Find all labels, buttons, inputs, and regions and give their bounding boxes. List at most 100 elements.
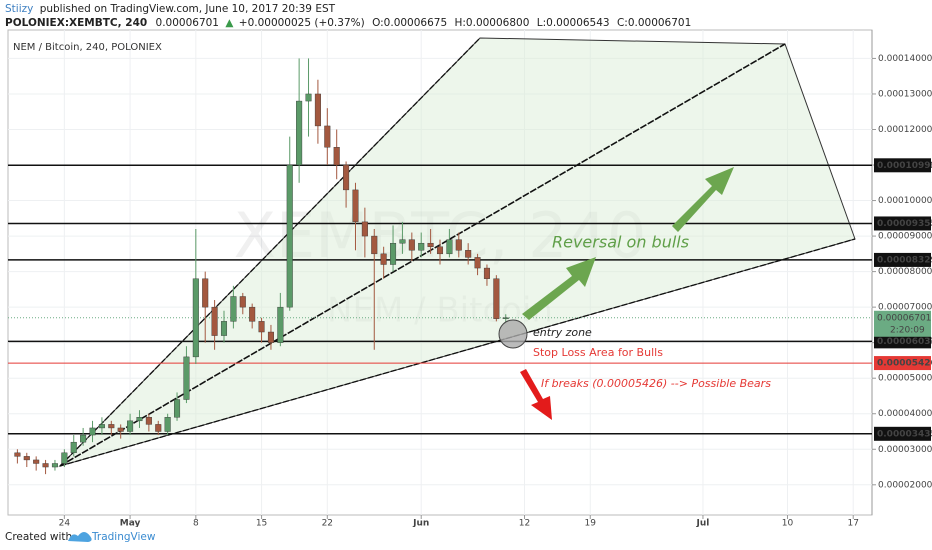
x-tick-label: Jun [412,519,429,529]
level-label-box [874,334,931,349]
candle-body [258,321,265,333]
candle-body [446,239,453,255]
candle-body [164,417,171,432]
candle-body [202,278,209,308]
candle-body [465,250,472,258]
y-tick-label: 0.00014000 [878,54,932,64]
fan-line [59,238,856,467]
open: O:0.00006675 [372,17,447,29]
x-tick-label: 17 [847,519,858,529]
candle-body [14,452,21,457]
y-tick-label: 0.00002000 [878,480,932,490]
symbol-line: POLONIEX:XEMBTC, 240 0.00006701 ▲ +0.000… [5,17,691,29]
level-label: 0.00006037 [877,337,932,347]
candle-body [267,331,274,343]
level-label-box [874,426,931,441]
x-tick-label: Jul [696,519,710,529]
candle-body [98,424,105,429]
candle-body [324,125,331,148]
candle-body [305,93,312,102]
candle-body [136,417,143,422]
symbol: POLONIEX:XEMBTC, 240 [5,17,147,29]
level-label-box [874,216,931,231]
candle-body [61,452,68,464]
level-label: 0.00003435 [877,429,932,439]
price: 0.00006701 [156,17,219,29]
entry-circle [498,319,528,349]
candle-body [220,321,228,336]
annotation: If breaks (0.00005426) --> Possible Bear… [541,377,771,390]
candle-body [211,306,218,336]
change: +0.00000025 (+0.37%) [239,17,365,29]
y-tick-label: 0.00012000 [878,125,932,135]
y-tick-label: 0.00013000 [878,89,932,99]
candle-body [390,242,397,265]
annotation: Stop Loss Area for Bulls [533,346,663,359]
candle-body [474,257,481,269]
logo [68,532,92,542]
candle-body [455,239,462,251]
candle-body [314,93,321,127]
candle-body [89,427,96,436]
fan-line [59,43,786,467]
candle-body [361,221,368,237]
candle-body [493,278,500,319]
legend-title: NEM / Bitcoin, 240, POLONIEX [13,42,162,53]
candle-body [174,399,181,418]
candle-body [483,267,490,279]
x-tick-label: 12 [519,519,530,529]
candle-body [380,253,387,265]
y-tick-label: 0.00004000 [878,409,932,419]
candle-body [145,417,152,425]
candles [14,58,509,475]
last-price-label: 0.00006701 [877,313,931,323]
annotation: Reversal on bulls [552,233,689,252]
candle-body [286,164,293,308]
candle-body [117,427,124,432]
candle-body [249,306,256,322]
candle-body [408,239,415,251]
candle-body [42,463,49,468]
level-label: 0.00009355 [877,219,932,229]
bear-arrow [520,369,552,420]
author[interactable]: Stiizy [5,3,33,15]
y-tick-label: 0.00009000 [878,232,932,242]
x-tick-label: 10 [782,519,794,529]
x-tick-label: 22 [322,519,333,529]
footer [0,527,932,550]
countdown: 2:20:09 [890,325,925,335]
level-label: 0.00008329 [877,255,932,265]
last-price-box [874,310,931,337]
y-tick-label: 0.00007000 [878,303,932,313]
candle-body [333,147,340,166]
y-tick-label: 0.00003000 [878,445,932,455]
candle-body [399,239,406,244]
published: published on TradingView.com, June 10, 2… [40,3,336,15]
candle-body [418,242,425,251]
high: H:0.00006800 [455,17,530,29]
header-line: Stiizy published on TradingView.com, Jun… [5,3,336,15]
y-tick-label: 0.00005000 [878,374,932,384]
y-tick-label: 0.00010000 [878,196,932,206]
candle-body [239,296,246,308]
candle-body [277,306,284,343]
candle-body [352,189,359,223]
candle-body [296,100,303,166]
level-label-box [874,252,931,267]
candle-body [343,164,350,191]
candle-body [127,420,134,432]
candle-body [23,456,30,461]
footer-brand[interactable]: TradingView [91,531,156,543]
x-tick-label: May [120,519,141,529]
candle-body [33,459,40,464]
x-tick-label: 15 [256,519,267,529]
x-tick-label: 8 [193,519,199,529]
candle-body [230,296,237,322]
x-tick-label: 19 [585,519,597,529]
x-tick-label: 24 [59,519,71,529]
candle-body [155,424,162,432]
up-arrow: ▲ [225,17,234,29]
